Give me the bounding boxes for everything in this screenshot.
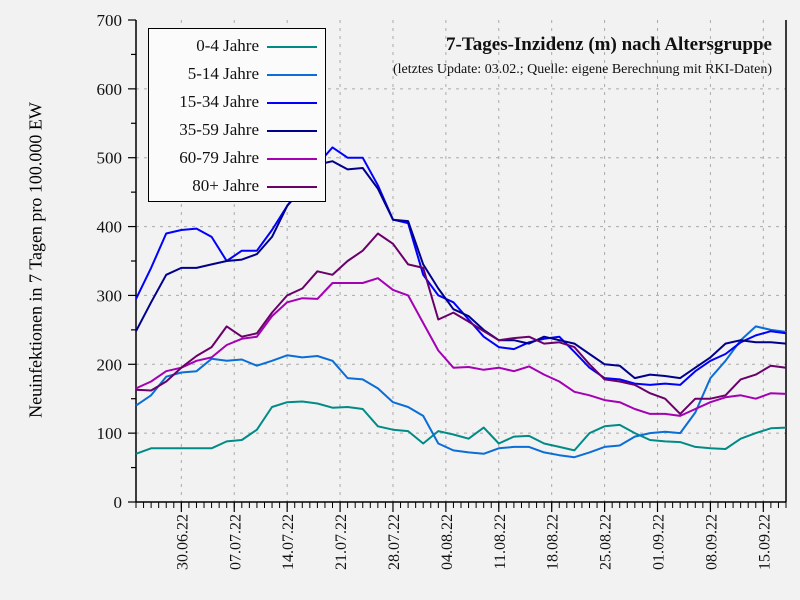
legend-swatch [267,74,317,76]
x-tick-label: 11.08.22 [492,514,509,569]
legend: 0-4 Jahre 5-14 Jahre 15-34 Jahre 35-59 J… [148,28,326,202]
series-line-0-4-jahre [135,400,787,455]
y-tick-label: 600 [97,80,123,99]
legend-swatch [267,102,317,104]
legend-swatch [267,186,317,188]
chart-subtitle: (letztes Update: 03.02.; Quelle: eigene … [392,62,772,77]
series-line-5-14-jahre [135,325,787,459]
x-tick-label: 15.09.22 [756,514,773,570]
x-tick-label: 30.06.22 [174,514,191,570]
x-tick-label: 28.07.22 [386,514,403,570]
x-tick-label: 08.09.22 [703,514,720,570]
y-tick-label: 100 [97,424,123,443]
series-line-80-jahre [135,232,787,415]
legend-label: 80+ Jahre [192,176,259,195]
legend-label: 15-34 Jahre [179,92,259,111]
x-tick-label: 25.08.22 [598,514,615,570]
chart-title: 7-Tages-Inzidenz (m) nach Altersgruppe [446,34,772,55]
x-tick-label: 21.07.22 [333,514,350,570]
legend-label: 60-79 Jahre [179,148,259,167]
legend-item: 80+ Jahre [149,173,327,201]
y-tick-label: 500 [97,149,123,168]
x-tick-label: 14.07.22 [280,514,297,570]
series-line-60-79-jahre [135,277,787,417]
legend-swatch [267,158,317,160]
legend-label: 35-59 Jahre [179,120,259,139]
legend-item: 15-34 Jahre [149,89,327,117]
legend-label: 0-4 Jahre [196,36,259,55]
x-tick-label: 04.08.22 [439,514,456,570]
x-tick-label: 07.07.22 [227,514,244,570]
y-tick-label: 300 [97,286,123,305]
y-tick-label: 700 [97,11,123,30]
legend-item: 60-79 Jahre [149,145,327,173]
series-line-15-34-jahre [135,146,787,386]
legend-swatch [267,130,317,132]
legend-label: 5-14 Jahre [187,64,259,83]
x-tick-label: 01.09.22 [651,514,668,570]
x-tick-label: 18.08.22 [545,514,562,570]
y-axis-label: Neuinfektionen in 7 Tagen pro 100.000 EW [25,102,46,418]
legend-swatch [267,46,317,48]
y-tick-label: 200 [97,355,123,374]
legend-item: 0-4 Jahre [149,33,327,61]
legend-item: 5-14 Jahre [149,61,327,89]
legend-item: 35-59 Jahre [149,117,327,145]
y-tick-label: 0 [114,493,123,512]
series-line-35-59-jahre [135,160,787,380]
y-tick-label: 400 [97,218,123,237]
